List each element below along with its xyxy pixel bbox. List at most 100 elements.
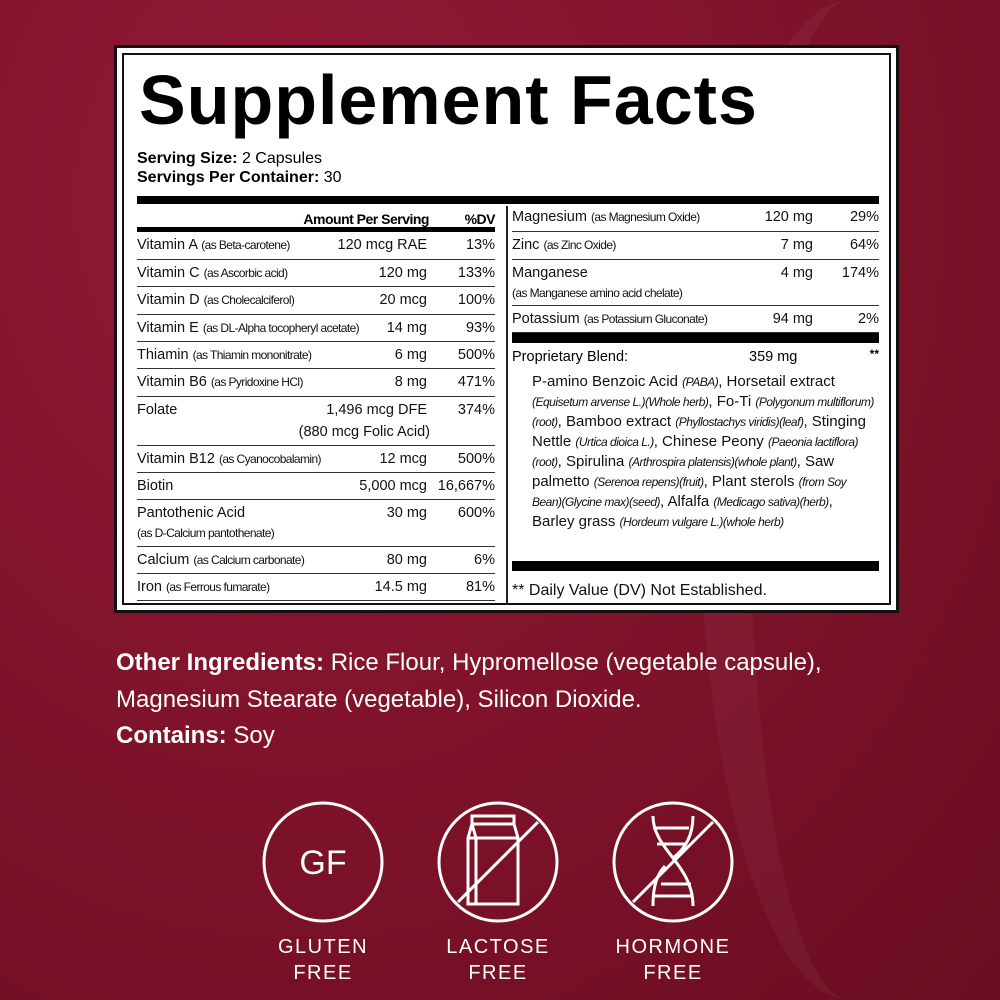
blend-ingredient-part: (Polygonum multiflorum)(root) — [532, 395, 874, 429]
nutrient-amount: 120 mg — [764, 209, 813, 225]
nutrient-name: Manganese — [512, 265, 588, 281]
blend-ingredient-part: (Equisetum arvense L.)(Whole herb) — [532, 395, 709, 409]
nutrient-name: Vitamin D (as Cholecalciferol) — [137, 292, 295, 308]
left-nutrient-table: Amount Per Serving %DV Vitamin A (as Bet… — [137, 206, 496, 601]
nutrient-source: (as Magnesium Oxide) — [590, 210, 700, 224]
panel-title: Supplement Facts — [139, 61, 758, 139]
nutrient-source: (as Ascorbic acid) — [203, 266, 289, 280]
table-row: Vitamin A (as Beta-carotene) 120 mcg RAE 1… — [137, 232, 495, 260]
table-row: Vitamin C (as Ascorbic acid) 120 mg 133% — [137, 260, 495, 287]
nutrient-dv: 100% — [457, 292, 495, 308]
nutrient-amount: 14.5 mg — [374, 579, 427, 595]
nutrient-source: (as Potassium Gluconate) — [583, 312, 708, 326]
badge-lactose-free: LACTOSE FREE — [436, 800, 560, 986]
servings-label: Servings Per Container: — [137, 169, 320, 186]
blend-ingredient-part: , Alfalfa — [660, 493, 714, 510]
blend-ingredients: P-amino Benzoic Acid (PABA), Horsetail e… — [532, 372, 877, 532]
nutrient-dv: 500% — [457, 347, 495, 363]
servings-per-container: Servings Per Container: 30 — [137, 169, 342, 187]
divider-bar — [512, 333, 879, 343]
nutrient-amount: 12 mcg — [379, 451, 427, 467]
blend-ingredient-part: , Plant sterols — [703, 473, 799, 490]
nutrient-name: Vitamin A (as Beta-carotene) — [137, 237, 290, 253]
nutrient-name: Folate — [137, 402, 177, 418]
nutrient-dv: 81% — [465, 579, 495, 595]
nutrient-dv: 600% — [457, 505, 495, 521]
nutrient-name: Potassium (as Potassium Gluconate) — [512, 311, 708, 327]
nutrient-name: Zinc (as Zinc Oxide) — [512, 237, 616, 253]
nutrient-amount-secondary: (880 mcg Folic Acid) — [298, 424, 430, 440]
right-nutrient-table: Magnesium (as Magnesium Oxide) 120 mg 29% Z… — [512, 204, 879, 600]
nutrient-name: Thiamin (as Thiamin mononitrate) — [137, 347, 312, 363]
nutrient-label: Manganese — [512, 265, 588, 281]
serving-size-value: 2 Capsules — [241, 150, 322, 167]
footnote: ** Daily Value (DV) Not Established. — [512, 582, 767, 599]
nutrient-label: Zinc — [512, 237, 540, 253]
blend-ingredient-part: (PABA) — [682, 375, 719, 389]
blend-ingredient-part: P-amino Benzoic Acid — [532, 373, 683, 390]
nutrient-source: (as Pyridoxine HCl) — [210, 375, 304, 389]
nutrient-label: Vitamin E — [137, 320, 199, 336]
nutrient-name: Vitamin B6 (as Pyridoxine HCl) — [137, 374, 303, 390]
nutrient-name: Iron (as Ferrous fumarate) — [137, 579, 270, 595]
nutrient-label: Potassium — [512, 311, 580, 327]
nutrient-amount: 4 mg — [780, 265, 813, 281]
blend-ingredient-part: , Spirulina — [557, 453, 629, 470]
nutrient-source: (as Manganese amino acid chelate) — [512, 286, 683, 300]
nutrient-dv: 64% — [849, 237, 879, 253]
blend-ingredient-part: (Paeonia lactiflora)(root) — [532, 435, 859, 469]
nutrient-label: Biotin — [137, 478, 174, 494]
contains-label: Contains: — [116, 722, 227, 749]
nutrient-amount: 20 mcg — [379, 292, 427, 308]
serving-size-label: Serving Size: — [137, 150, 238, 167]
nutrient-amount: 8 mg — [394, 374, 427, 390]
table-row: Vitamin D (as Cholecalciferol) 20 mcg 100% — [137, 287, 495, 315]
nutrient-source: (as DL-Alpha tocopheryl acetate) — [202, 321, 360, 335]
other-ingredients-text: Rice Flour, Hypromellose (vegetable caps… — [116, 649, 822, 713]
blend-ingredient-part: , Saw palmetto — [532, 453, 835, 490]
nutrient-name: Vitamin E (as DL-Alpha tocopheryl acetat… — [137, 320, 360, 336]
blend-ingredient-part: (Arthrospira platensis)(whole plant) — [628, 455, 798, 469]
nutrient-amount: 120 mcg RAE — [337, 237, 427, 253]
nutrient-dv: 133% — [457, 265, 495, 281]
table-row: Potassium (as Potassium Gluconate) 94 mg 2… — [512, 306, 879, 333]
blend-ingredient-part: (from Soy Bean)(Glycine max)(seed) — [532, 475, 847, 509]
blend-ingredient-part: , Horsetail extract — [718, 373, 835, 390]
table-row: Vitamin E (as DL-Alpha tocopheryl acetat… — [137, 315, 495, 342]
nutrient-amount: 5,000 mcg — [359, 478, 427, 494]
nutrient-amount: 14 mg — [386, 320, 427, 336]
nutrient-dv: 2% — [858, 311, 879, 327]
nutrient-dv: 6% — [474, 552, 495, 568]
nutrient-source: (as Cyanocobalamin) — [218, 452, 322, 466]
blend-amount: 359 mg — [749, 349, 798, 365]
nutrient-amount: 7 mg — [780, 237, 813, 253]
nutrient-source: (as D-Calcium pantothenate) — [137, 526, 275, 540]
blend-label: Proprietary Blend: — [512, 349, 629, 365]
table-row: Manganese (as Manganese amino acid chelat… — [512, 260, 879, 306]
badge-label: HORMONE — [615, 936, 731, 958]
nutrient-name: Vitamin C (as Ascorbic acid) — [137, 265, 288, 281]
badge-label: FREE — [643, 962, 703, 984]
table-row: Biotin 5,000 mcg 16,667% — [137, 473, 495, 500]
nutrient-label: Vitamin D — [137, 292, 200, 308]
nutrient-source: (as Ferrous fumarate) — [166, 580, 270, 594]
servings-value: 30 — [323, 169, 342, 186]
nutrient-dv: 29% — [849, 209, 879, 225]
nutrient-label: Vitamin B6 — [137, 374, 207, 390]
gluten-free-icon: GF — [262, 801, 384, 923]
blend-ingredient-part: , Bamboo extract — [557, 413, 676, 430]
header-dv: %DV — [464, 211, 496, 227]
table-row: Thiamin (as Thiamin mononitrate) 6 mg 500% — [137, 342, 495, 369]
divider-bar — [137, 196, 879, 204]
nutrient-dv: 13% — [465, 237, 495, 253]
gf-glyph: GF — [299, 844, 346, 882]
badge-label: GLUTEN — [277, 936, 369, 958]
other-ingredients-label: Other Ingredients: — [116, 649, 325, 676]
proprietary-blend: Proprietary Blend: 359 mg ** P-amino Benzoi… — [512, 343, 879, 561]
nutrient-source: (as Calcium carbonate) — [193, 553, 305, 567]
badge-hormone-free: HORMONE FREE — [611, 800, 735, 986]
nutrient-label: Thiamin — [137, 347, 189, 363]
nutrient-label: Pantothenic Acid — [137, 505, 246, 521]
nutrient-dv: 374% — [457, 402, 495, 418]
nutrient-name: Vitamin B12 (as Cyanocobalamin) — [137, 451, 322, 467]
